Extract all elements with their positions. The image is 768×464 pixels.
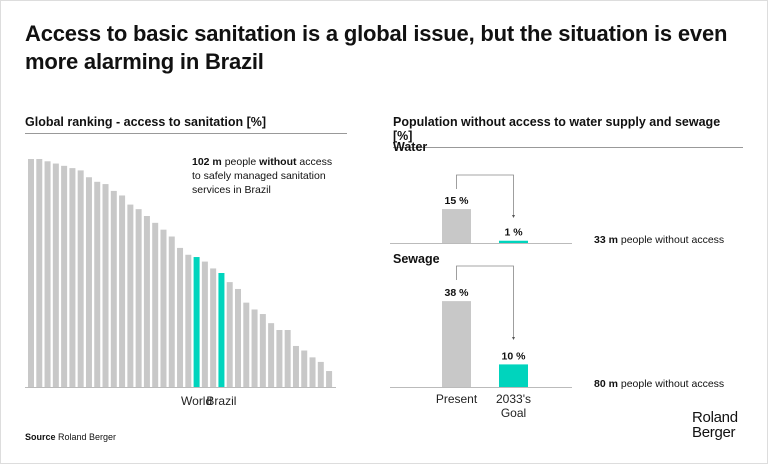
note-bold: without [259, 156, 297, 168]
bar [177, 247, 184, 387]
bar [201, 261, 208, 387]
bar [135, 209, 142, 387]
water-bar-present [442, 209, 471, 243]
bar [168, 236, 175, 387]
note-value: 33 m [594, 234, 618, 246]
bar [251, 309, 258, 387]
bar [77, 170, 84, 387]
sewage-bar-present [442, 301, 471, 387]
bar [259, 314, 266, 387]
note-text: people without access [617, 234, 725, 246]
bar-label-world: World [181, 394, 212, 408]
bar [309, 357, 316, 387]
bar [160, 229, 167, 387]
bar [185, 254, 192, 387]
source-label: Source [25, 432, 56, 442]
bar [119, 195, 126, 387]
note-value: 80 m [594, 378, 618, 390]
bar [28, 159, 34, 387]
bar [268, 323, 275, 387]
sewage-bar-goal [499, 364, 528, 387]
bar [317, 361, 324, 387]
water-arrowhead-icon [512, 215, 515, 218]
note-value: 102 m [192, 156, 222, 168]
sewage-connector-arrow [456, 265, 514, 339]
bar [152, 222, 159, 387]
source-text: Roland Berger [55, 432, 117, 442]
water-connector-arrow [456, 174, 514, 217]
sewage-value-label: 38 % [445, 287, 470, 299]
category-present: Present [436, 392, 478, 406]
bar [326, 371, 333, 387]
water-bar-goal [499, 240, 528, 243]
note-text: people without access [617, 378, 725, 390]
page-title: Access to basic sanitation is a global i… [25, 21, 728, 74]
water-value-label: 15 % [445, 195, 470, 207]
source: Source Roland Berger [25, 432, 116, 442]
bar [235, 288, 241, 387]
category-goal-line2: Goal [501, 406, 526, 420]
bar [226, 282, 233, 387]
population-heading: Population without access to water suppl… [393, 115, 743, 148]
sewage-value-label: 10 % [502, 350, 527, 362]
bar [243, 302, 250, 387]
bar [61, 165, 68, 387]
bar-brazil [218, 273, 225, 387]
bar [36, 159, 43, 387]
bar [276, 330, 283, 387]
bar-world [193, 257, 200, 387]
bar [85, 177, 92, 387]
water-note: 33 m people without access [594, 233, 724, 247]
water-label: Water [393, 140, 428, 154]
bar [69, 168, 76, 387]
bar [143, 216, 150, 387]
bar [52, 163, 59, 387]
logo-line2: Berger [692, 424, 736, 441]
bar [127, 204, 134, 387]
roland-berger-logo: Roland Berger [692, 410, 738, 440]
bar [292, 345, 299, 387]
bar-label-brazil: Brazil [206, 394, 236, 408]
sewage-label: Sewage [393, 252, 440, 266]
bar [301, 350, 308, 387]
bar [110, 190, 117, 387]
logo-line1: Roland [692, 409, 738, 426]
sewage-note: 80 m people without access [594, 377, 724, 391]
bar [210, 268, 217, 387]
bar [94, 181, 101, 387]
note-text: access to safely managed sanitation serv… [192, 156, 333, 196]
water-value-label: 1 % [504, 227, 523, 239]
brazil-note: 102 m people without access to safely ma… [192, 155, 342, 197]
sewage-arrowhead-icon [512, 337, 515, 340]
note-text: people [221, 156, 260, 168]
category-goal-line1: 2033's [496, 392, 531, 406]
global-ranking-heading: Global ranking - access to sanitation [%… [25, 115, 347, 134]
bar [284, 330, 291, 387]
bar [102, 184, 109, 387]
bar [44, 161, 51, 387]
